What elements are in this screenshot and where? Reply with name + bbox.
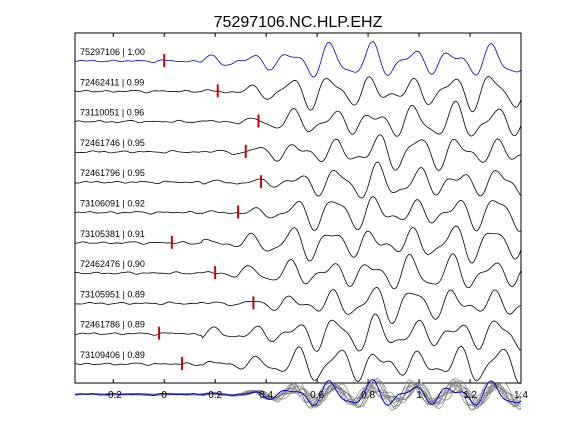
trace-label-72461786: 72461786 | 0.89 [80,320,145,330]
overlay-row [74,378,522,411]
trace-label-72462411: 72462411 | 0.99 [80,77,144,87]
trace-label-73105381: 73105381 | 0.91 [80,229,145,239]
trace-line-72462411 [74,76,522,113]
x-tick-label: 0.4 [259,390,273,401]
trace-line-72462476 [74,253,522,290]
x-tick-label: 0.6 [310,390,324,401]
trace-line-72461746 [74,134,522,171]
trace-label-72462476: 72462476 | 0.90 [80,259,145,269]
trace-line-73106091 [74,196,522,232]
trace-label-75297106: 75297106 | 1.00 [80,47,145,57]
x-tick-label: 1.4 [514,390,528,401]
x-tick-label: 0.8 [361,390,375,401]
trace-line-72461786 [74,313,522,352]
x-tick-label: 0 [161,390,167,401]
trace-labels: 75297106 | 1.00 72462411 | 0.99 73110051 |… [80,47,145,360]
trace-label-73109406: 73109406 | 0.89 [80,350,145,360]
x-axis: -0.2 0 0.2 0.4 0.6 0.8 1 1.2 1.4 [105,33,528,401]
chart-title: 75297106.NC.HLP.EHZ [214,14,383,31]
trace-group [74,41,522,384]
x-tick-label: 0.2 [208,390,222,401]
trace-label-73106091: 73106091 | 0.92 [80,199,145,209]
trace-label-72461746: 72461746 | 0.95 [80,138,145,148]
trace-line-73109406 [74,345,522,384]
trace-line-73105381 [74,225,522,264]
trace-line-72461796 [74,161,522,199]
x-tick-label: 1.2 [463,390,477,401]
pick-markers [158,54,263,370]
x-tick-label: -0.2 [105,390,123,401]
x-tick-label: 1 [416,390,422,401]
trace-line-75297106 [74,41,522,78]
trace-label-73110051: 73110051 | 0.96 [80,108,144,118]
overlay-reference-trace [74,379,522,407]
trace-line-73110051 [74,100,522,137]
trace-label-73105951: 73105951 | 0.89 [80,289,145,299]
trace-label-72461796: 72461796 | 0.95 [80,168,145,178]
trace-line-73105951 [74,287,522,324]
